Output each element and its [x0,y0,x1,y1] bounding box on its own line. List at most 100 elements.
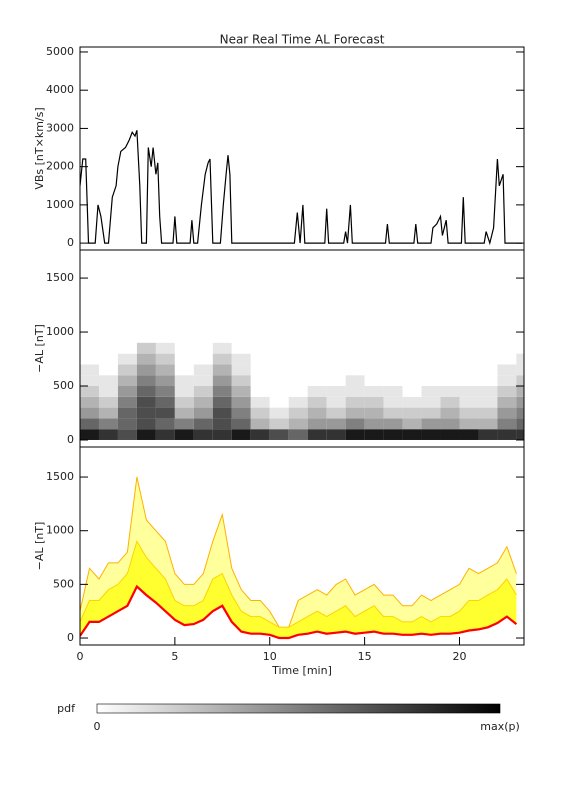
pdf-cell [136,375,156,387]
pdf-cell [155,418,175,430]
pdf-cell [80,386,99,397]
pdf-cell [193,386,213,397]
pdf-cell [383,386,403,397]
pdf-cell [345,396,365,408]
pdf-cell [98,364,118,376]
pdf-cell [383,407,403,419]
pdf-cell [497,375,517,387]
y-tick-label: 1000 [46,524,74,537]
pdf-cell [497,396,517,408]
pdf-cell [136,342,156,354]
pdf-cell [478,364,498,376]
pdf-cell [383,418,403,430]
pdf-cell [421,407,441,419]
pdf-cell [174,418,194,430]
pdf-cell [478,375,498,387]
pdf-cell [288,407,308,419]
pdf-cell [516,429,524,440]
pdf-cell [402,429,422,440]
pdf-cell [231,396,251,408]
pdf-cell [326,418,346,430]
pdf-cell [174,375,194,387]
y-tick-label: 0 [67,631,74,644]
pdf-cell [117,386,137,397]
pdf-cell [80,429,99,440]
pdf-cell [383,396,403,408]
y-axis-label: VBs [nT×km/s] [33,107,46,189]
pdf-cell [117,418,137,430]
pdf-cell [174,396,194,408]
plot-area [80,476,518,640]
pdf-cell [364,429,384,440]
pdf-cell [345,375,365,387]
y-axis-label: −AL [nT] [33,522,46,571]
y-tick-label: 4000 [46,83,74,96]
pdf-cell [98,342,118,354]
pdf-cell [307,418,327,430]
frame [79,446,525,646]
pdf-cell [136,429,156,440]
pdf-cell [174,364,194,376]
pdf-cell [80,353,99,365]
pdf-cell [326,342,346,354]
pdf-cell [136,353,156,365]
pdf-cell [326,364,346,376]
pdf-cell [136,364,156,376]
pdf-cell [345,407,365,419]
pdf-cell [345,429,365,440]
pdf-cell [478,342,498,354]
pdf-cell [288,429,308,440]
pdf-cell [80,364,99,376]
pdf-cell [231,429,251,440]
y-tick-label: 500 [53,379,74,392]
pdf-cell [402,342,422,354]
pdf-cell [212,407,232,419]
pdf-cell [459,364,479,376]
pdf-cell [497,418,517,430]
pdf-cell [478,386,498,397]
pdf-cell [478,407,498,419]
pdf-cell [326,407,346,419]
pdf-cell [212,429,232,440]
colorbar-max: max(p) [480,720,520,733]
y-tick-label: 0 [67,433,74,446]
pdf-cell [307,407,327,419]
pdf-cell [364,418,384,430]
pdf-cell [174,386,194,397]
pdf-cell [516,418,524,430]
pdf-cell [459,429,479,440]
pdf-cell [307,353,327,365]
pdf-cell [307,386,327,397]
pdf-cell [250,429,270,440]
pdf-cell [459,353,479,365]
pdf-cell [269,407,289,419]
pdf-cell [136,396,156,408]
pdf-cell [174,342,194,354]
pdf-cell [383,375,403,387]
pdf-cell [269,353,289,365]
pdf-cell [174,407,194,419]
pdf-cell [364,342,384,354]
pdf-cell [193,407,213,419]
pdf-cell [155,342,175,354]
pdf-cell [231,386,251,397]
colorbar-min: 0 [94,720,101,733]
band-line [80,584,518,640]
pdf-cell [421,364,441,376]
pdf-cell [478,418,498,430]
y-tick-label: 5000 [46,45,74,58]
y-tick-label: 500 [53,577,74,590]
pdf-cell [231,418,251,430]
pdf-cell [459,396,479,408]
pdf-cell [117,396,137,408]
pdf-cell [288,386,308,397]
pdf-cell [288,353,308,365]
pdf-cell [288,396,308,408]
pdf-cell [307,429,327,440]
pdf-cell [345,418,365,430]
pdf-cell [440,386,460,397]
band-line [80,540,517,628]
pdf-cell [402,375,422,387]
pdf-cell [307,342,327,354]
